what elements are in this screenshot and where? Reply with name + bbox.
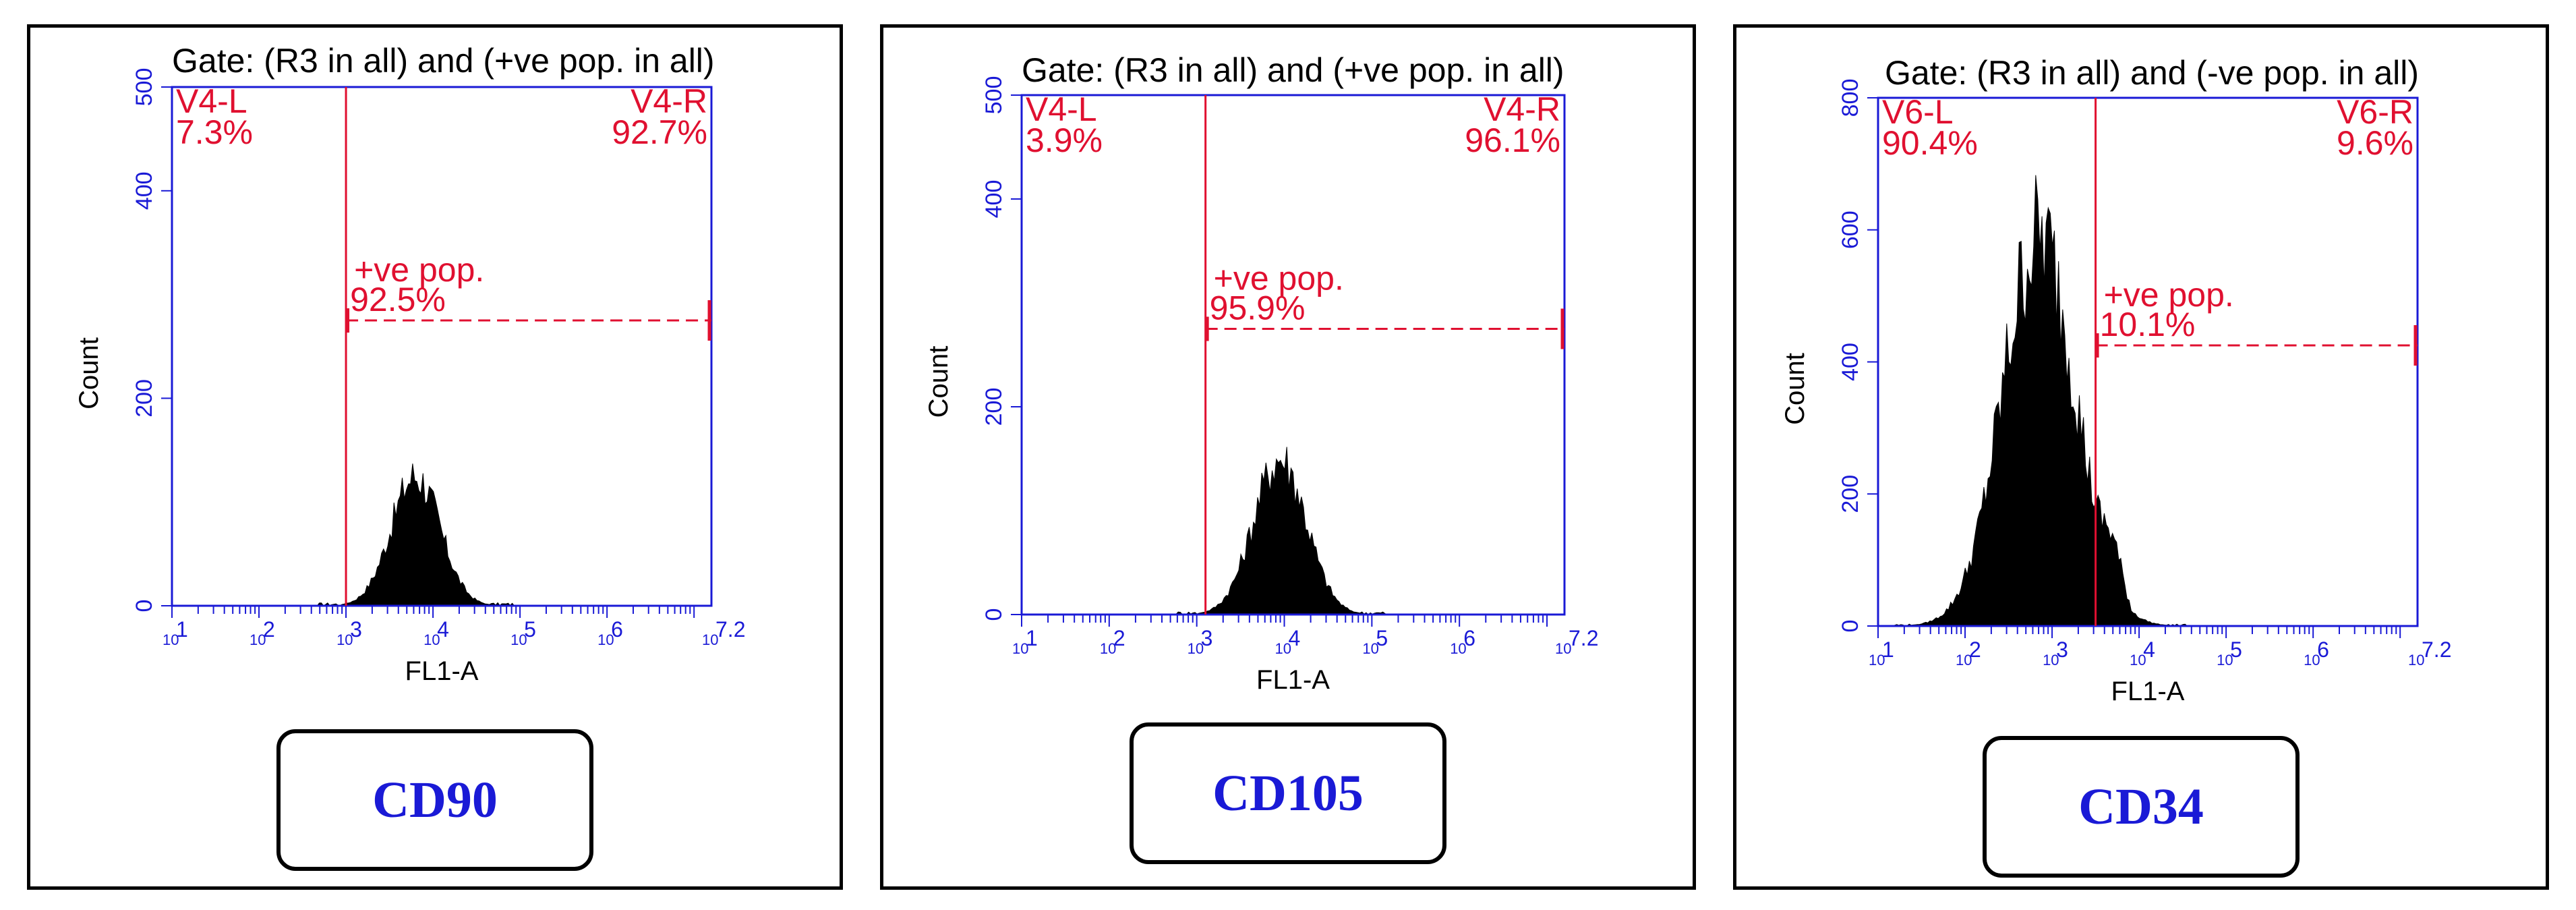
y-tick-label: 200 (1838, 475, 1863, 513)
right-region-name: V6-R (2337, 93, 2413, 131)
histogram-cd90: Gate: (R3 in all) and (+ve pop. in all) … (74, 42, 745, 686)
positive-gate-percent: 10.1% (2100, 306, 2196, 343)
x-tick-label: 10 (1012, 640, 1028, 657)
x-tick-exponent: 6 (611, 617, 623, 642)
x-tick-label: 10 (1188, 640, 1204, 657)
y-tick-label: 200 (131, 379, 157, 418)
x-tick-exponent: 7.2 (2422, 637, 2451, 662)
gate-title: Gate: (R3 in all) and (-ve pop. in all) (1885, 54, 2419, 92)
panel-cd90: Gate: (R3 in all) and (+ve pop. in all) … (27, 24, 843, 890)
x-tick-exponent: 5 (524, 617, 536, 642)
x-axis-title: FL1-A (2111, 677, 2185, 706)
left-region-percent: 7.3% (176, 113, 253, 151)
positive-gate-name: +ve pop. (2104, 276, 2234, 314)
y-tick-label: 600 (1838, 210, 1863, 249)
positive-gate-name: +ve pop. (354, 251, 484, 289)
right-region-name: V4-R (631, 82, 707, 120)
x-axis-title: FL1-A (405, 656, 479, 686)
y-axis-title: Count (1780, 353, 1810, 425)
panel-cd34: Gate: (R3 in all) and (-ve pop. in all) … (1733, 24, 2549, 890)
y-axis-title: Count (74, 337, 104, 409)
y-tick-label: 200 (981, 388, 1007, 426)
x-tick-exponent: 5 (1376, 626, 1388, 650)
x-axis-title: FL1-A (1256, 665, 1330, 695)
x-tick-label: 10 (1869, 652, 1885, 669)
x-tick-label: 10 (1275, 640, 1291, 657)
x-tick-label: 10 (1450, 640, 1466, 657)
x-tick-label: 10 (336, 631, 353, 648)
x-tick-exponent: 6 (1463, 626, 1475, 650)
x-tick-label: 10 (1555, 640, 1571, 657)
marker-label-box: CD34 (1983, 736, 2300, 878)
x-tick-exponent: 7.2 (1569, 626, 1598, 650)
right-region-name: V4-R (1484, 90, 1560, 128)
x-tick-label: 10 (2043, 652, 2059, 669)
y-tick-label: 400 (131, 171, 157, 210)
x-tick-exponent: 5 (2230, 637, 2242, 662)
plot-frame (171, 86, 713, 607)
x-tick-label: 10 (2130, 652, 2146, 669)
x-tick-exponent: 3 (1201, 626, 1213, 650)
x-tick-label: 10 (1362, 640, 1378, 657)
positive-gate-percent: 92.5% (350, 281, 446, 318)
left-region-name: V4-L (1026, 90, 1097, 128)
y-tick-label: 400 (981, 180, 1007, 219)
x-tick-exponent: 3 (350, 617, 362, 642)
histogram-cd34: Gate: (R3 in all) and (-ve pop. in all) … (1780, 54, 2451, 706)
y-tick-label: 0 (131, 600, 157, 613)
x-tick-label: 10 (1956, 652, 1972, 669)
x-tick-exponent: 3 (2056, 637, 2068, 662)
x-tick-exponent: 2 (263, 617, 275, 642)
x-tick-label: 10 (2217, 652, 2233, 669)
x-tick-exponent: 6 (2317, 637, 2329, 662)
y-tick-label: 400 (1838, 343, 1863, 381)
x-tick-exponent: 1 (176, 617, 188, 642)
x-tick-label: 10 (423, 631, 440, 648)
plot-frame (1877, 96, 2419, 627)
x-tick-exponent: 2 (1113, 626, 1125, 650)
left-region-percent: 3.9% (1026, 121, 1103, 159)
y-tick-label: 0 (981, 608, 1007, 621)
y-tick-label: 0 (1838, 620, 1863, 633)
positive-gate-name: +ve pop. (1214, 260, 1344, 297)
gate-title: Gate: (R3 in all) and (+ve pop. in all) (172, 42, 715, 80)
x-tick-label: 10 (510, 631, 527, 648)
x-tick-label: 10 (2304, 652, 2320, 669)
marker-label: CD34 (2078, 778, 2204, 835)
right-region-percent: 92.7% (612, 113, 707, 151)
histogram-distribution (172, 463, 711, 606)
marker-label: CD90 (372, 771, 498, 828)
left-region-name: V4-L (176, 82, 247, 120)
left-region-percent: 90.4% (1882, 124, 1978, 162)
x-tick-label: 10 (2408, 652, 2424, 669)
y-tick-label: 500 (131, 68, 157, 107)
marker-label: CD105 (1212, 764, 1364, 822)
histogram-distribution (1022, 447, 1564, 615)
y-axis-title: Count (924, 346, 954, 418)
x-tick-exponent: 1 (1026, 626, 1038, 650)
positive-gate-percent: 95.9% (1210, 289, 1306, 327)
gate-title: Gate: (R3 in all) and (+ve pop. in all) (1022, 51, 1564, 89)
x-tick-label: 10 (702, 631, 718, 648)
marker-label-box: CD105 (1130, 722, 1446, 864)
x-tick-exponent: 1 (1882, 637, 1894, 662)
x-tick-label: 10 (597, 631, 614, 648)
x-tick-label: 10 (1100, 640, 1116, 657)
histogram-cd105: Gate: (R3 in all) and (+ve pop. in all) … (924, 51, 1598, 695)
right-region-percent: 96.1% (1465, 121, 1560, 159)
left-region-name: V6-L (1882, 93, 1954, 131)
x-tick-exponent: 4 (437, 617, 449, 642)
x-tick-label: 10 (163, 631, 179, 648)
right-region-percent: 9.6% (2337, 124, 2413, 162)
x-tick-exponent: 2 (1969, 637, 1981, 662)
x-tick-exponent: 7.2 (715, 617, 745, 642)
panel-cd105: Gate: (R3 in all) and (+ve pop. in all) … (880, 24, 1696, 890)
histogram-distribution (1878, 175, 2418, 627)
y-tick-label: 800 (1838, 79, 1863, 117)
y-tick-label: 500 (981, 76, 1007, 115)
x-tick-exponent: 4 (1289, 626, 1301, 650)
x-tick-exponent: 4 (2143, 637, 2155, 662)
marker-label-box: CD90 (276, 729, 593, 871)
x-tick-label: 10 (250, 631, 266, 648)
